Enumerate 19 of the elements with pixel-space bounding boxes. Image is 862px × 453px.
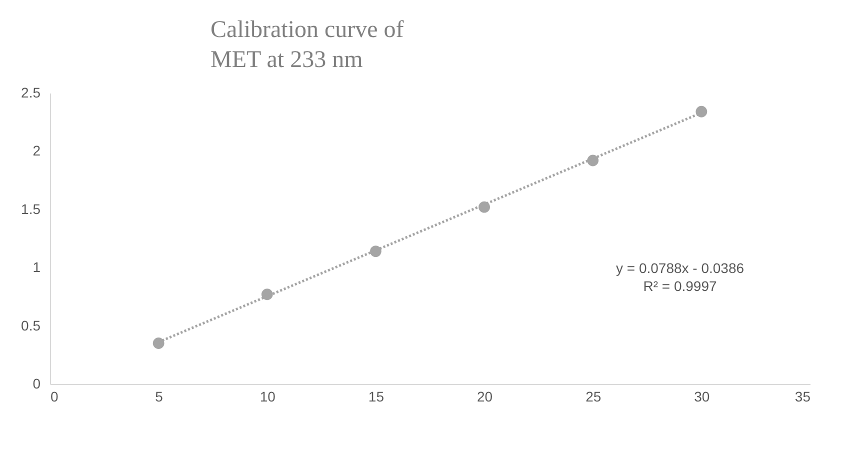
- y-tick-label: 1: [32, 259, 41, 276]
- chart-title: Calibration curve of MET at 233 nm: [210, 17, 404, 73]
- x-tick-label: 15: [368, 388, 384, 404]
- y-tick-label: 0.5: [21, 317, 41, 334]
- x-tick-label: 35: [794, 388, 811, 404]
- y-tick-label: 1.5: [21, 200, 41, 217]
- x-tick-label: 10: [260, 388, 276, 404]
- x-tick-label: 30: [694, 388, 710, 404]
- y-tick-label: 2: [32, 142, 41, 159]
- annotation: y = 0.0788x - 0.0386: [616, 260, 744, 276]
- point: [152, 338, 164, 349]
- point: [696, 106, 708, 118]
- x-tick-label: 5: [155, 388, 164, 404]
- y-tick-label: 0: [32, 376, 41, 392]
- x-tick-label: 0: [50, 388, 58, 404]
- x-tick-label: 20: [476, 388, 493, 404]
- y-tick-label: 2.5: [21, 84, 41, 100]
- x-tick-label: 25: [586, 388, 602, 404]
- annotation: R² = 0.9997: [643, 278, 717, 294]
